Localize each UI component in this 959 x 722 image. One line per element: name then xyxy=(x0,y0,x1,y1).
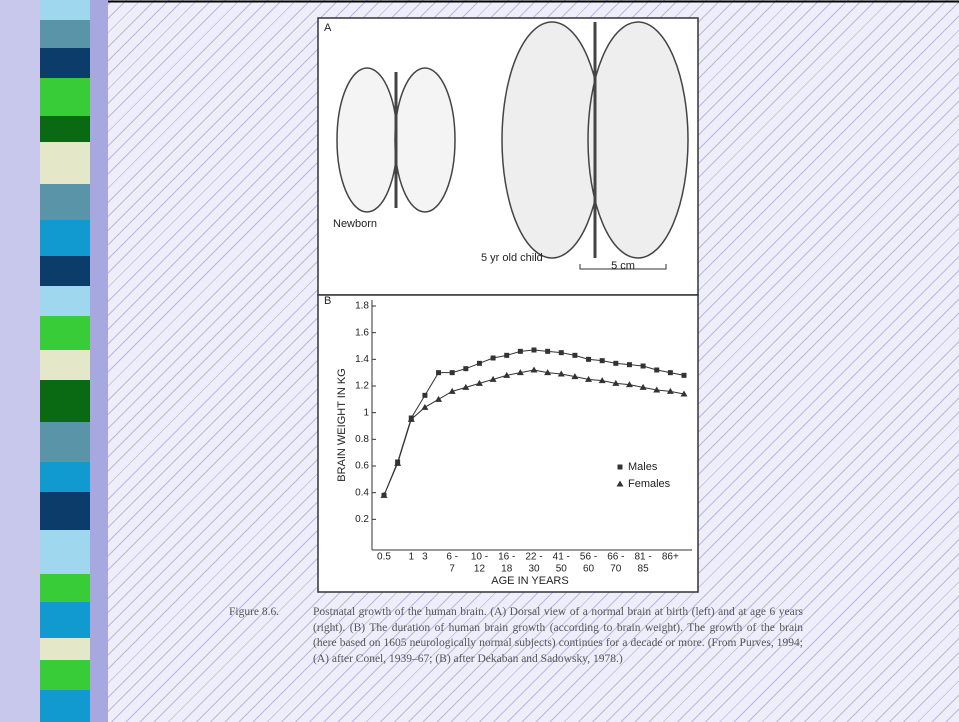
panel-label: B xyxy=(324,295,331,307)
y-tick-label: 1.4 xyxy=(355,354,369,365)
child-brain xyxy=(502,22,688,258)
point xyxy=(627,362,632,367)
legend-label: Females xyxy=(628,478,671,490)
y-tick-label: 1 xyxy=(363,407,369,418)
y-axis-label: BRAIN WEIGHT IN KG xyxy=(336,368,348,481)
y-tick-label: 1.8 xyxy=(355,301,369,312)
point xyxy=(504,353,509,358)
point xyxy=(668,370,673,375)
x-tick-label: 22 - xyxy=(525,552,542,563)
point xyxy=(491,356,496,361)
x-tick-label: 81 - xyxy=(634,552,651,563)
y-tick-label: 0.2 xyxy=(355,514,369,525)
x-tick-label: 56 - xyxy=(580,552,597,563)
x-tick-label: 0.5 xyxy=(377,552,391,563)
legend-label: Males xyxy=(628,461,658,473)
point xyxy=(618,465,623,470)
x-tick-label: 7 xyxy=(449,564,455,575)
child-label: 5 yr old child xyxy=(481,252,543,264)
point xyxy=(532,348,537,353)
x-tick-label: 12 xyxy=(474,564,486,575)
point xyxy=(436,370,441,375)
x-tick-label: 50 xyxy=(556,564,568,575)
x-tick-label: 1 xyxy=(408,552,414,563)
point xyxy=(518,349,523,354)
x-tick-label: 86+ xyxy=(662,552,679,563)
x-axis-label: AGE IN YEARS xyxy=(491,575,568,587)
x-tick-label: 85 xyxy=(638,564,650,575)
caption-text: Postnatal growth of the human brain. (A)… xyxy=(313,605,803,667)
point xyxy=(586,357,591,362)
point xyxy=(654,368,659,373)
point xyxy=(641,364,646,369)
y-tick-label: 0.4 xyxy=(355,487,369,498)
side-stripe xyxy=(0,0,108,722)
x-tick-label: 60 xyxy=(583,564,595,575)
point xyxy=(545,349,550,354)
newborn-label: Newborn xyxy=(333,218,377,230)
point xyxy=(422,393,427,398)
slide: A Newborn 5 yr old child 5 cm B BRAIN WE… xyxy=(0,0,959,722)
x-tick-label: 30 xyxy=(528,564,540,575)
y-tick-label: 0.6 xyxy=(355,461,369,472)
y-tick-label: 0.8 xyxy=(355,434,369,445)
point xyxy=(463,366,468,371)
x-tick-label: 18 xyxy=(501,564,513,575)
x-tick-label: 41 - xyxy=(553,552,570,563)
x-tick-label: 66 - xyxy=(607,552,624,563)
x-tick-label: 70 xyxy=(610,564,622,575)
y-tick-label: 1.2 xyxy=(355,381,369,392)
panel-b xyxy=(318,295,698,592)
x-tick-label: 6 - xyxy=(446,552,458,563)
point xyxy=(477,361,482,366)
newborn-brain xyxy=(337,68,455,212)
point xyxy=(682,373,687,378)
scale-label: 5 cm xyxy=(611,260,635,272)
x-tick-label: 16 - xyxy=(498,552,515,563)
caption-label: Figure 8.6. xyxy=(229,605,279,621)
panel-label: A xyxy=(324,22,332,34)
point xyxy=(572,353,577,358)
x-tick-label: 10 - xyxy=(471,552,488,563)
point xyxy=(600,358,605,363)
y-tick-label: 1.6 xyxy=(355,327,369,338)
x-tick-label: 3 xyxy=(422,552,428,563)
point xyxy=(450,370,455,375)
point xyxy=(613,361,618,366)
point xyxy=(559,350,564,355)
